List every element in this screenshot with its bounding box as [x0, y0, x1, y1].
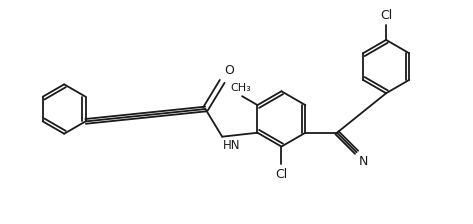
Text: N: N	[359, 155, 368, 168]
Text: Cl: Cl	[380, 9, 392, 22]
Text: CH₃: CH₃	[231, 83, 252, 93]
Text: Cl: Cl	[275, 168, 288, 181]
Text: HN: HN	[223, 139, 241, 152]
Text: O: O	[224, 65, 234, 78]
